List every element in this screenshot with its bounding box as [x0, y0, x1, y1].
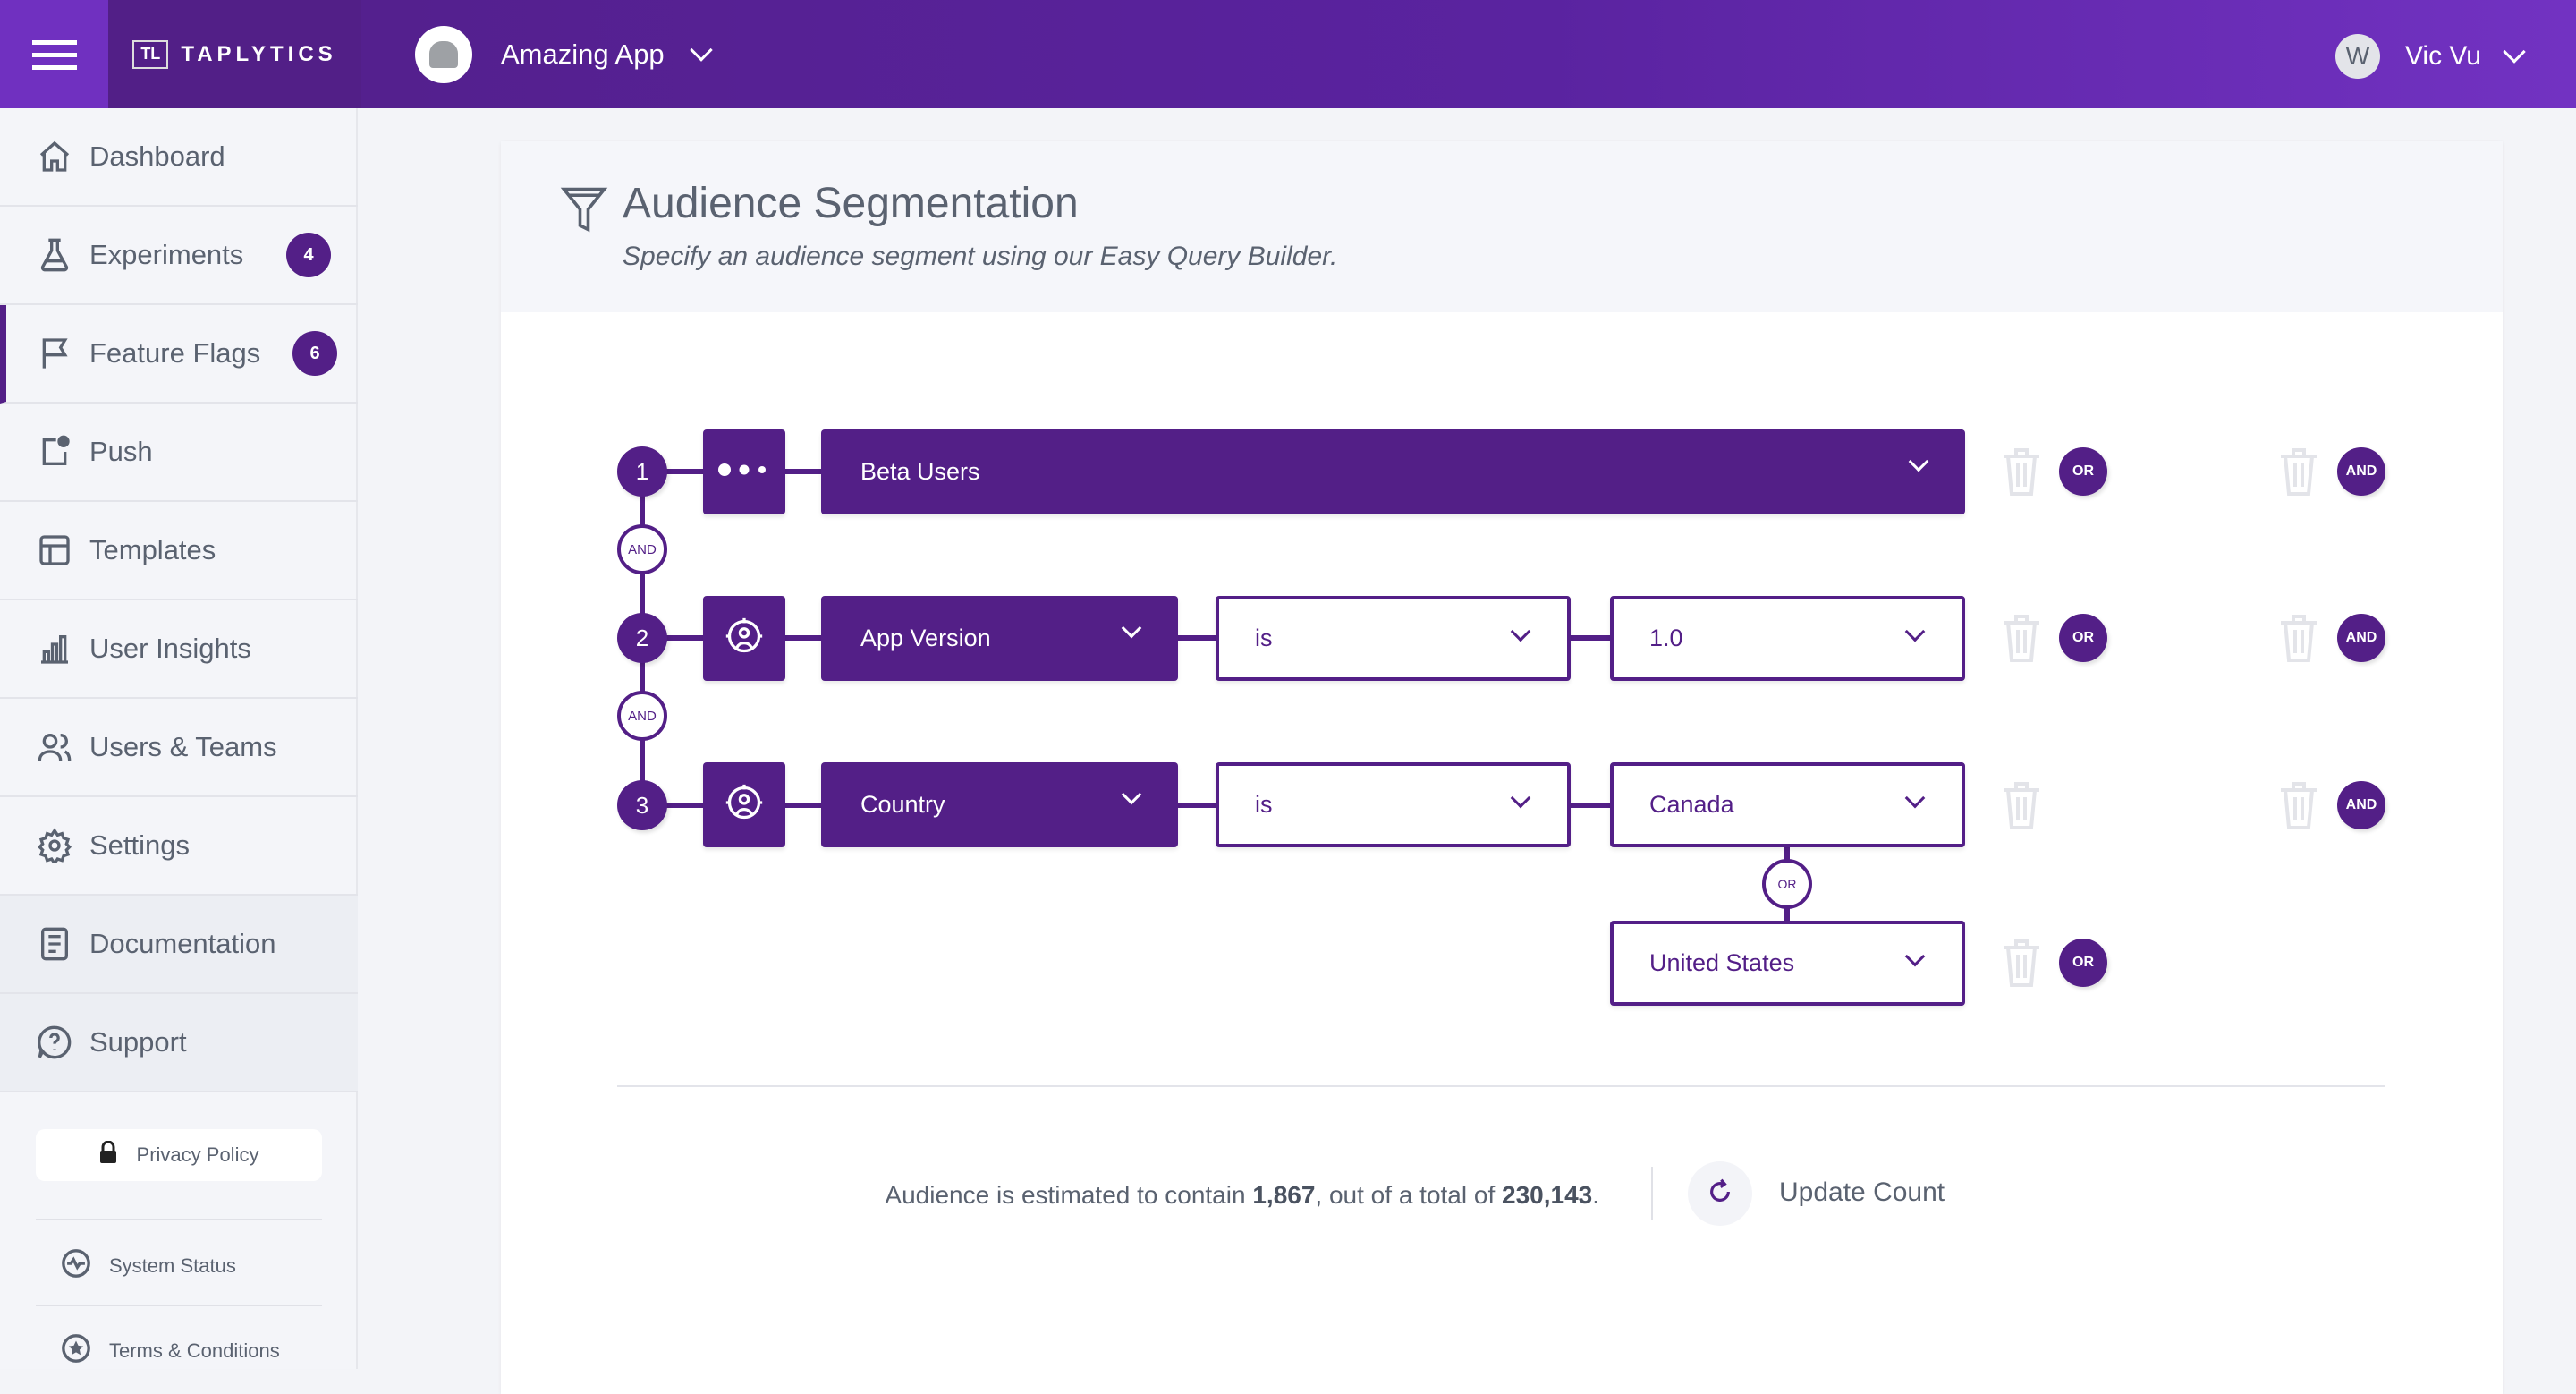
rule-type-button[interactable] [703, 429, 785, 514]
privacy-policy-button[interactable]: Privacy Policy [36, 1129, 322, 1181]
app-selector[interactable]: Amazing App [415, 26, 713, 83]
rule-type-button[interactable] [703, 596, 785, 681]
add-and-button[interactable]: AND [2337, 781, 2385, 829]
count-badge: 6 [292, 331, 337, 376]
sidebar-item-documentation[interactable]: Documentation [0, 896, 358, 994]
audience-total: 230,143 [1502, 1181, 1593, 1209]
chevron-down-icon [1908, 451, 1929, 472]
trash-icon[interactable] [2002, 614, 2041, 662]
system-status-link[interactable]: System Status [61, 1248, 236, 1284]
help-icon [36, 1024, 73, 1061]
trash-icon[interactable] [2279, 614, 2318, 662]
trash-icon[interactable] [2279, 447, 2318, 496]
chevron-down-icon [1904, 787, 1926, 809]
value-dropdown[interactable]: 1.0 [1610, 596, 1965, 681]
audience-count: 1,867 [1252, 1181, 1316, 1209]
divider [617, 1085, 2385, 1087]
menu-icon[interactable] [0, 0, 108, 108]
flag-icon [36, 335, 73, 372]
divider [36, 1219, 322, 1220]
audience-segmentation-card: Audience Segmentation Specify an audienc… [501, 141, 2503, 1394]
divider [1651, 1167, 1653, 1220]
chevron-down-icon [1510, 787, 1531, 809]
sidebar-item-user-insights[interactable]: User Insights [0, 600, 358, 699]
value-dropdown[interactable]: United States [1610, 921, 1965, 1006]
top-bar: TL TAPLYTICS Amazing App W Vic Vu [0, 0, 2576, 108]
count-badge: 4 [286, 233, 331, 277]
rule-type-button[interactable] [703, 762, 785, 847]
divider [36, 1305, 322, 1306]
rule-number: 2 [617, 613, 667, 663]
refresh-button[interactable] [1688, 1161, 1752, 1226]
chevron-down-icon [689, 38, 713, 62]
add-and-button[interactable]: AND [2337, 614, 2385, 662]
target-user-icon [724, 616, 764, 660]
chevron-down-icon [2503, 40, 2526, 64]
operator-dropdown[interactable]: is [1216, 596, 1571, 681]
card-header: Audience Segmentation Specify an audienc… [501, 141, 2503, 312]
rule-number: 3 [617, 780, 667, 830]
home-icon [36, 138, 73, 175]
sidebar-item-push[interactable]: Push [0, 404, 358, 502]
chevron-down-icon [1904, 946, 1926, 967]
add-or-button[interactable]: OR [2059, 447, 2107, 496]
trash-icon[interactable] [2002, 781, 2041, 829]
trash-icon[interactable] [2279, 781, 2318, 829]
avatar: W [2334, 34, 2380, 79]
sidebar-item-feature-flags[interactable]: Feature Flags 6 [0, 305, 358, 404]
refresh-icon [1706, 1177, 1734, 1211]
chevron-down-icon [1121, 784, 1142, 805]
user-name: Vic Vu [2404, 41, 2481, 71]
value-dropdown[interactable]: Canada [1610, 762, 1965, 847]
android-icon [415, 26, 472, 83]
bar-chart-icon [36, 630, 73, 667]
chevron-down-icon [1510, 621, 1531, 642]
property-dropdown[interactable]: App Version [821, 596, 1178, 681]
sidebar-item-experiments[interactable]: Experiments 4 [0, 207, 358, 305]
user-menu[interactable]: W Vic Vu [2334, 34, 2526, 79]
sidebar-item-support[interactable]: Support [0, 994, 358, 1092]
flask-icon [36, 236, 73, 274]
terms-link[interactable]: Terms & Conditions [61, 1333, 280, 1369]
pulse-icon [61, 1248, 91, 1284]
trash-icon[interactable] [2002, 447, 2041, 496]
add-or-button[interactable]: OR [2059, 939, 2107, 987]
star-icon [61, 1333, 91, 1369]
sidebar-item-settings[interactable]: Settings [0, 797, 358, 896]
page-subtitle: Specify an audience segment using our Ea… [623, 242, 1338, 271]
update-count-button[interactable]: Update Count [1779, 1177, 1945, 1207]
segment-dropdown[interactable]: Beta Users [821, 429, 1965, 514]
more-icon [717, 463, 771, 481]
audience-estimate: Audience is estimated to contain 1,867, … [885, 1181, 1599, 1209]
property-dropdown[interactable]: Country [821, 762, 1178, 847]
users-icon [36, 728, 73, 766]
operator-dropdown[interactable]: is [1216, 762, 1571, 847]
filter-icon [560, 184, 608, 239]
add-or-button[interactable]: OR [2059, 614, 2107, 662]
target-user-icon [724, 783, 764, 827]
trash-icon[interactable] [2002, 939, 2041, 987]
and-connector[interactable]: AND [617, 691, 667, 741]
sidebar-item-users-teams[interactable]: Users & Teams [0, 699, 358, 797]
and-connector[interactable]: AND [617, 524, 667, 574]
or-connector[interactable]: OR [1762, 859, 1812, 909]
gear-icon [36, 827, 73, 864]
sidebar-item-templates[interactable]: Templates [0, 502, 358, 600]
add-and-button[interactable]: AND [2337, 447, 2385, 496]
chevron-down-icon [1121, 617, 1142, 639]
chevron-down-icon [1904, 621, 1926, 642]
sidebar-item-dashboard[interactable]: Dashboard [0, 108, 358, 207]
push-icon [36, 433, 73, 471]
lock-icon [99, 1140, 117, 1169]
taplytics-logo[interactable]: TL TAPLYTICS [108, 0, 361, 108]
page-title: Audience Segmentation [623, 180, 1079, 227]
app-name: Amazing App [501, 38, 665, 70]
rule-number: 1 [617, 446, 667, 497]
document-icon [36, 925, 73, 963]
template-icon [36, 531, 73, 569]
